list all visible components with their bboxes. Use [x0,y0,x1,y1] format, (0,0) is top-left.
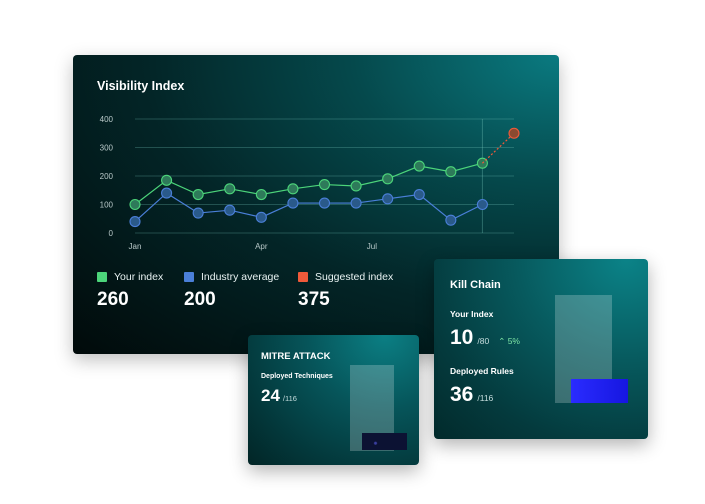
legend-label: Industry average [201,271,280,283]
data-point [508,127,520,139]
your-index-value-row: 10 /80 ⌃ 5% [450,326,520,350]
deployed-techniques-total: /116 [282,394,297,403]
x-tick-label: Jul [367,242,377,251]
visibility-title: Visibility Index [97,79,185,93]
y-tick-label: 400 [100,115,114,124]
legend-suggested-index: Suggested index 375 [298,271,393,311]
legend-swatch-green [97,272,107,282]
chevron-up-icon: ⌃ [498,336,506,346]
data-point [318,197,331,209]
data-point [350,197,362,209]
data-point [161,174,173,186]
deployed-techniques-label: Deployed Techniques [261,373,333,380]
y-tick-label: 0 [109,229,114,238]
series-line [134,162,483,205]
trend-indicator: ⌃ 5% [498,336,520,347]
data-point [476,198,488,211]
mitre-bar-fill [362,433,407,450]
data-point [413,188,425,201]
legend-value: 260 [97,289,129,310]
your-index-total: /80 [477,336,490,346]
trend-value: 5% [507,336,520,346]
data-point [287,183,299,195]
legend-label: Your index [114,271,164,283]
data-point [255,211,267,223]
data-point [192,207,204,219]
kill-chain-title: Kill Chain [450,279,501,291]
legend-your-index: Your index 260 [97,271,163,311]
legend-value: 375 [298,289,330,310]
data-point [445,166,457,178]
data-point [445,214,457,226]
legend-swatch-blue [184,272,194,282]
legend-industry-average: Industry average 200 [184,271,279,311]
data-point [192,188,204,201]
deployed-rules-value-row: 36 /116 [450,383,493,407]
deployed-techniques-value-row: 24/116 [261,386,297,406]
your-index-label: Your Index [450,309,494,319]
deployed-rules-total: /116 [477,393,494,403]
data-point [318,179,331,191]
mitre-title: MITRE ATTACK [261,351,331,362]
kill-chain-card: Kill Chain Your Index 10 /80 ⌃ 5% Deploy… [434,259,648,439]
legend-label: Suggested index [315,271,394,283]
data-point [129,198,141,211]
data-point [350,180,362,192]
data-point [382,193,394,205]
visibility-index-card: 0 100 200 300 400 Jan Apr Jul Visibility Index … [73,55,559,354]
series-line [482,132,515,164]
data-point [382,173,394,185]
legend-value: 200 [184,289,216,310]
deployed-rules-value: 36 [450,383,474,406]
legend-swatch-orange [298,272,308,282]
y-tick-label: 200 [100,172,114,181]
deployed-techniques-value: 24 [261,386,280,405]
mitre-attack-card: MITRE ATTACK Deployed Techniques 24/116 [248,335,419,465]
y-tick-label: 100 [100,201,114,210]
data-point [224,183,236,195]
x-tick-label: Apr [255,242,268,251]
kill-chain-bar-fill [571,379,628,403]
deployed-rules-label: Deployed Rules [450,366,514,376]
visibility-chart: 0 100 200 300 400 Jan Apr Jul [100,115,520,251]
data-point [129,216,141,228]
data-point [255,188,267,201]
x-tick-label: Jan [129,242,142,251]
data-point [413,160,425,172]
data-point [224,204,236,216]
data-point [287,197,299,209]
series-line [134,192,483,223]
data-point [161,187,173,199]
y-tick-label: 300 [100,144,114,153]
your-index-value: 10 [450,326,474,349]
